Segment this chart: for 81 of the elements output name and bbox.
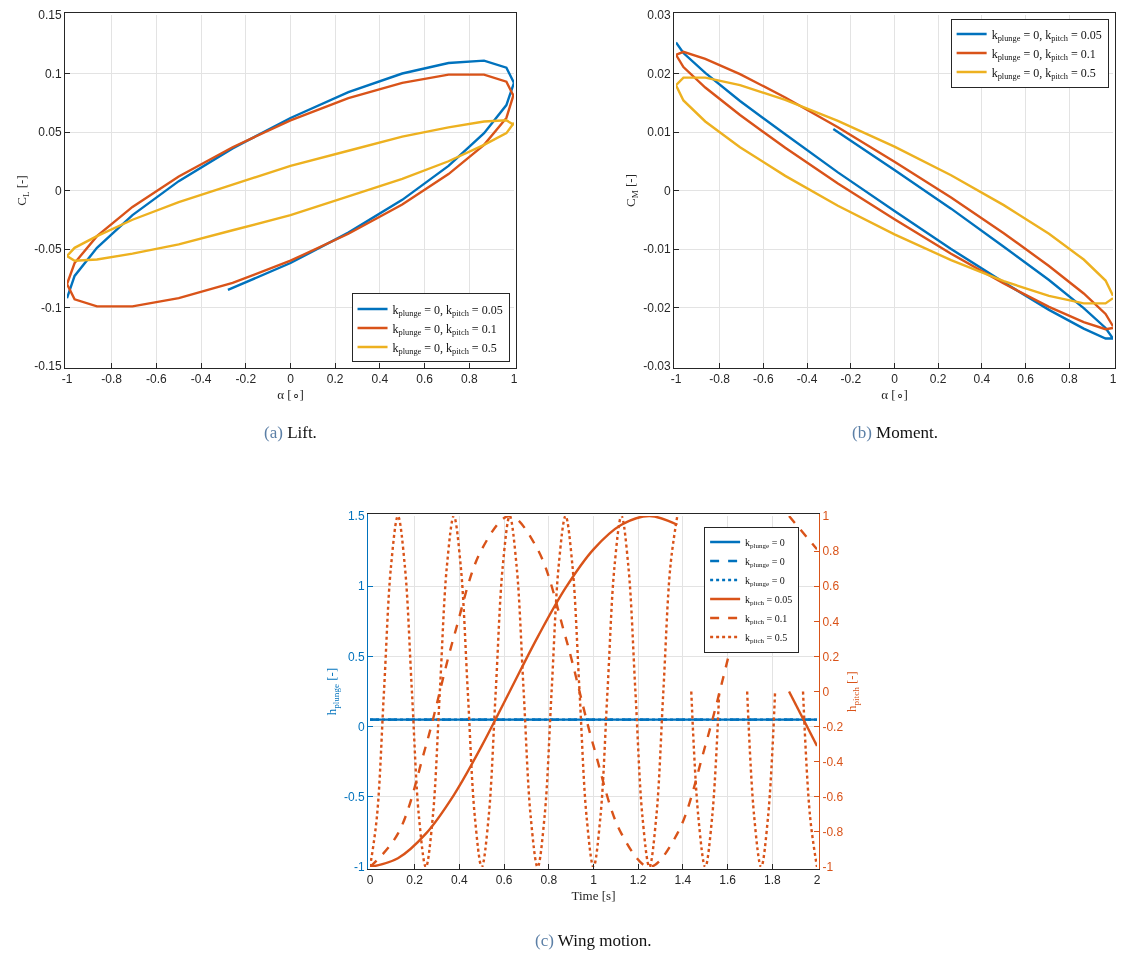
y-tick-label: -0.03 bbox=[643, 359, 671, 374]
y-tick-label: 0 bbox=[357, 719, 365, 734]
y2-tick-label: 1 bbox=[822, 509, 830, 524]
y-tick-label: 1.5 bbox=[347, 509, 365, 524]
x-tick-label: -0.6 bbox=[146, 372, 168, 387]
legend-label: k$_{plunge}$ = 0, k$_{pitch}$ = 0.5 bbox=[392, 340, 497, 357]
y2-tick-label: -0.2 bbox=[822, 719, 844, 734]
y-tick-label: -0.01 bbox=[643, 242, 671, 257]
y-tick-label: 0.02 bbox=[647, 66, 671, 81]
y2-tick-label: -1 bbox=[822, 860, 834, 875]
text: (c) Wing motion. bbox=[535, 931, 652, 950]
x-tick-label: 1.6 bbox=[719, 873, 737, 888]
y-tick-label: -0.05 bbox=[34, 242, 62, 257]
y-tick-label: 0.5 bbox=[347, 649, 365, 664]
x-tick-label: -1 bbox=[670, 372, 682, 387]
x-tick-label: 0.8 bbox=[1060, 372, 1078, 387]
x-tick-label: 0.2 bbox=[929, 372, 947, 387]
x-tick-label: 0 bbox=[287, 372, 295, 387]
legend-label: k$_{plunge}$ = 0, k$_{pitch}$ = 0.05 bbox=[392, 302, 503, 319]
y2-tick-label: -0.8 bbox=[822, 825, 844, 840]
x-tick-label: 1 bbox=[590, 873, 598, 888]
y-tick-label: 0 bbox=[54, 183, 62, 198]
x-axis-title: α [∘] bbox=[277, 387, 304, 402]
y-tick-label: -1 bbox=[353, 860, 365, 875]
legend-label: k$_{plunge}$ = 0 bbox=[745, 555, 785, 570]
legend-label: k$_{plunge}$ = 0, k$_{pitch}$ = 0.5 bbox=[991, 65, 1096, 82]
text: (b) Moment. bbox=[852, 423, 938, 442]
y2-tick-label: -0.4 bbox=[822, 754, 844, 769]
y2-tick-label: 0 bbox=[822, 684, 830, 699]
x-tick-label: 1 bbox=[510, 372, 518, 387]
legend-label: k$_{plunge}$ = 0 bbox=[745, 574, 785, 589]
y2-tick-label: 0.8 bbox=[822, 544, 840, 559]
x-tick-label: 1 bbox=[1109, 372, 1117, 387]
legend-label: k$_{pitch}$ = 0.1 bbox=[745, 612, 788, 627]
legend-label: k$_{plunge}$ = 0 bbox=[745, 536, 785, 551]
x-axis-title: Time [s] bbox=[571, 888, 616, 903]
y-tick-label: -0.1 bbox=[40, 300, 62, 315]
y-tick-label: -0.15 bbox=[34, 359, 62, 374]
legend-label: k$_{pitch}$ = 0.05 bbox=[745, 593, 793, 608]
y-tick-label: -0.5 bbox=[343, 790, 365, 804]
y-tick-label: 0.1 bbox=[44, 66, 62, 81]
x-tick-label: -0.8 bbox=[101, 372, 123, 387]
x-tick-label: 1.8 bbox=[763, 873, 781, 888]
legend-label: k$_{plunge}$ = 0, k$_{pitch}$ = 0.1 bbox=[392, 321, 497, 338]
x-tick-label: 0.4 bbox=[451, 873, 469, 888]
y2-tick-label: -0.6 bbox=[822, 790, 844, 804]
y-tick-label: 0.03 bbox=[647, 8, 671, 23]
legend-label: k$_{plunge}$ = 0, k$_{pitch}$ = 0.1 bbox=[991, 46, 1096, 63]
y-tick-label: 0.05 bbox=[38, 125, 62, 140]
x-tick-label: 0.2 bbox=[326, 372, 344, 387]
x-tick-label: 0.6 bbox=[495, 873, 513, 888]
legend-label: k$_{pitch}$ = 0.5 bbox=[745, 631, 788, 646]
y2-tick-label: 0.4 bbox=[822, 614, 840, 629]
y-tick-label: 0.01 bbox=[647, 125, 671, 140]
x-tick-label: 0.4 bbox=[973, 372, 991, 387]
y-tick-label: -0.02 bbox=[643, 300, 671, 315]
x-tick-label: 0.8 bbox=[460, 372, 478, 387]
text: (a) Lift. bbox=[264, 423, 317, 442]
x-tick-label: 1.4 bbox=[674, 873, 692, 888]
x-tick-label: -0.4 bbox=[190, 372, 212, 387]
x-tick-label: 1.2 bbox=[629, 873, 647, 888]
y-tick-label: 0 bbox=[663, 183, 671, 198]
x-tick-label: 0.6 bbox=[416, 372, 434, 387]
x-tick-label: -0.8 bbox=[709, 372, 731, 387]
x-tick-label: -0.2 bbox=[235, 372, 257, 387]
x-tick-label: -0.2 bbox=[840, 372, 862, 387]
x-tick-label: -1 bbox=[61, 372, 73, 387]
y-tick-label: 0.15 bbox=[38, 8, 62, 23]
x-tick-label: 0.2 bbox=[406, 873, 424, 888]
y2-tick-label: 0.6 bbox=[822, 579, 840, 594]
x-tick-label: 0.8 bbox=[540, 873, 558, 888]
y-tick-label: 1 bbox=[357, 579, 365, 594]
x-tick-label: 0.6 bbox=[1017, 372, 1035, 387]
x-axis-title: α [∘] bbox=[881, 387, 908, 402]
x-tick-label: -0.4 bbox=[796, 372, 818, 387]
y2-tick-label: 0.2 bbox=[822, 649, 840, 664]
x-tick-label: 0 bbox=[891, 372, 899, 387]
legend-label: k$_{plunge}$ = 0, k$_{pitch}$ = 0.05 bbox=[991, 27, 1102, 44]
x-tick-label: 2 bbox=[813, 873, 821, 888]
x-tick-label: -0.6 bbox=[753, 372, 775, 387]
x-tick-label: 0.4 bbox=[371, 372, 389, 387]
